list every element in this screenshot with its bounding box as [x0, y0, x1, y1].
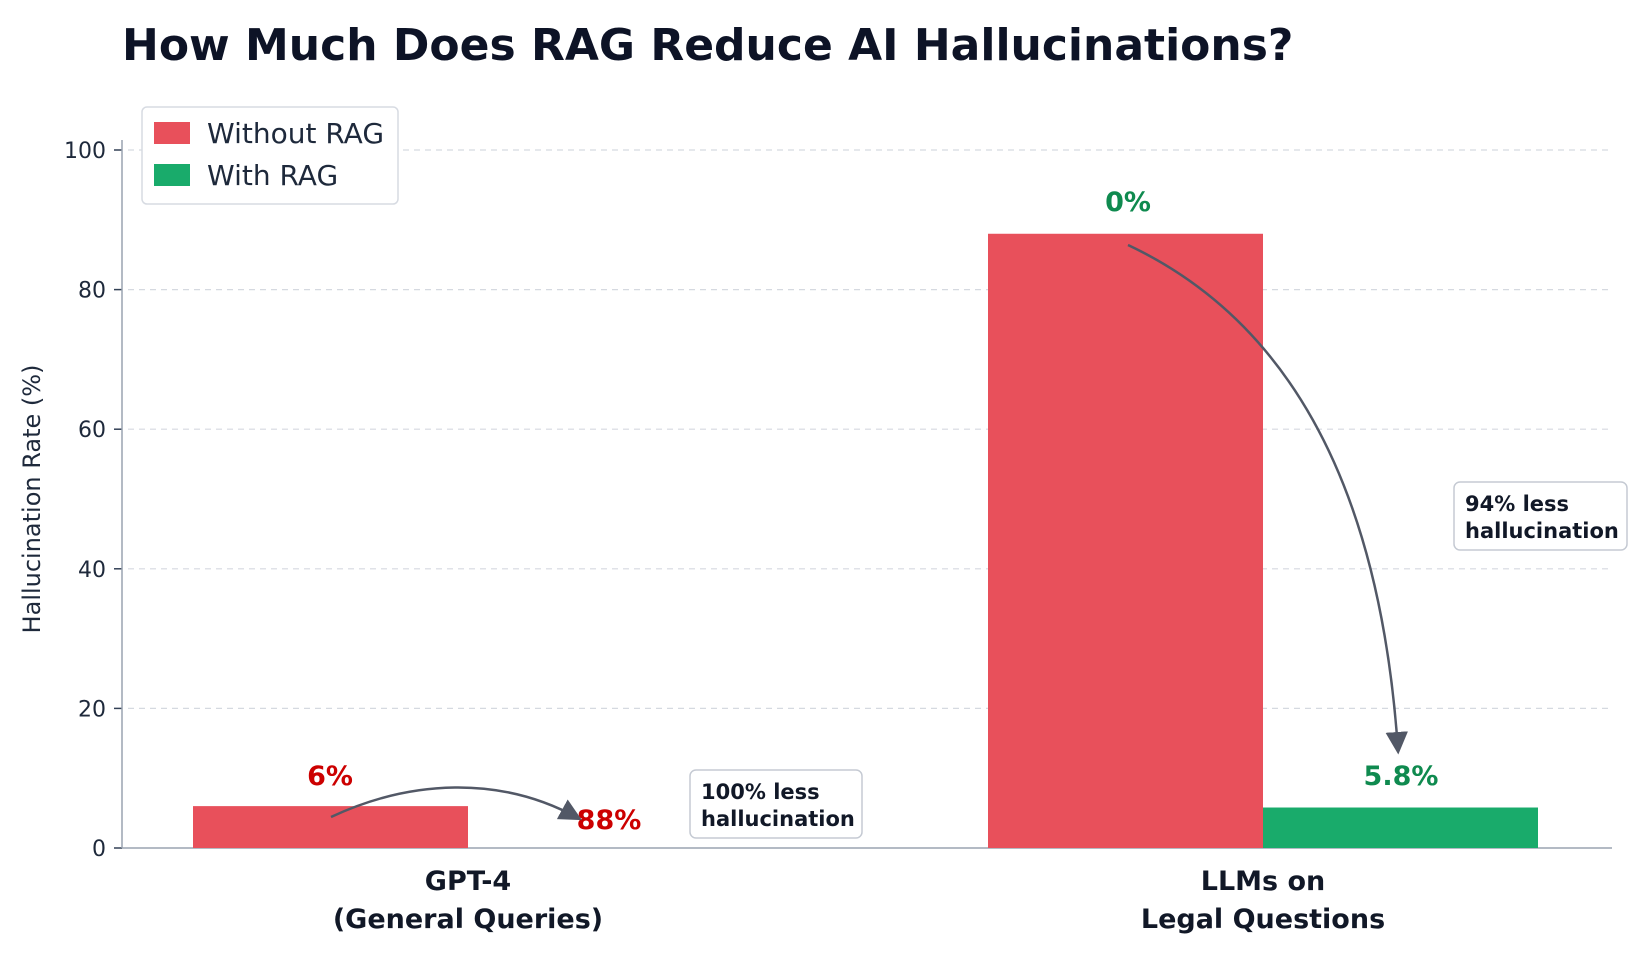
callout-text: 100% less hallucination	[701, 780, 855, 831]
bar-with-rag-1	[1263, 807, 1538, 848]
data-label: 6%	[307, 761, 353, 792]
data-label: 0%	[1105, 187, 1151, 218]
y-tick-label: 0	[92, 837, 106, 862]
legend-box	[141, 106, 399, 205]
legend-swatch	[154, 122, 190, 144]
x-category-label: GPT-4 (General Queries)	[333, 866, 603, 935]
y-tick-label: 100	[64, 139, 106, 164]
reduction-arrow	[1127, 243, 1408, 755]
legend-swatch	[154, 164, 190, 186]
chart-title: How Much Does RAG Reduce AI Hallucinatio…	[122, 20, 1293, 71]
legend-label: Without RAG	[207, 117, 384, 150]
y-tick-label: 60	[78, 418, 106, 443]
y-tick-label: 40	[78, 558, 106, 583]
data-label: 5.8%	[1364, 761, 1439, 792]
x-category-label: LLMs on Legal Questions	[1141, 866, 1385, 935]
bar-without-rag-0	[193, 806, 468, 848]
y-axis-label: Hallucination Rate (%)	[18, 365, 46, 634]
callout-text: 94% less hallucination	[1465, 492, 1619, 543]
callout-box	[1453, 481, 1628, 551]
y-tick-label: 20	[78, 697, 106, 722]
callout-box	[689, 769, 863, 839]
reduction-arrow	[330, 786, 582, 821]
data-label: 88%	[577, 805, 642, 836]
y-tick-label: 80	[78, 279, 106, 304]
bar-without-rag-1	[988, 233, 1263, 848]
legend-label: With RAG	[207, 159, 338, 192]
